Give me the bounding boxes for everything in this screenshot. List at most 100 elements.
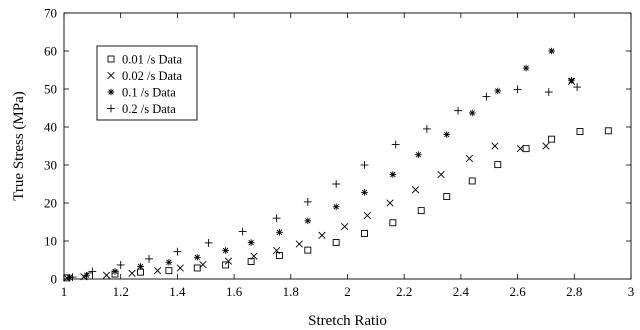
- data-point: [173, 247, 182, 256]
- legend-marker: [107, 71, 115, 80]
- data-point: [68, 273, 77, 281]
- data-point: [102, 271, 111, 279]
- x-tick-label: 2.8: [566, 284, 582, 299]
- x-tick-label: 1.2: [113, 284, 129, 299]
- data-point: [222, 261, 230, 269]
- data-point: [137, 268, 144, 276]
- data-point: [137, 263, 144, 270]
- x-tick-label: 1.8: [283, 284, 299, 299]
- data-point: [303, 197, 312, 206]
- data-point: [341, 222, 349, 231]
- data-point: [494, 87, 502, 95]
- data-point: [273, 246, 281, 255]
- data-point: [516, 145, 525, 153]
- y-tick-label: 20: [44, 196, 57, 211]
- plot-area: [63, 47, 612, 282]
- x-tick-label: 2.4: [453, 284, 470, 299]
- x-tick-label: 1.4: [169, 284, 186, 299]
- data-point: [422, 125, 431, 133]
- data-point: [222, 247, 229, 254]
- data-point: [332, 239, 340, 246]
- x-tick-label: 2.2: [396, 284, 412, 299]
- data-point: [276, 228, 283, 236]
- legend-label: 0.1 /s Data: [122, 85, 176, 99]
- data-point: [295, 240, 303, 248]
- data-point: [332, 203, 340, 211]
- data-point: [386, 199, 394, 207]
- data-point: [542, 142, 550, 150]
- y-tick-label: 70: [44, 6, 57, 21]
- y-tick-label: 0: [51, 272, 58, 287]
- data-point: [250, 252, 258, 260]
- legend-item: 0.2 /s Data: [107, 102, 176, 116]
- data-point: [494, 161, 502, 169]
- data-point: [88, 267, 97, 276]
- series-1: [63, 127, 612, 282]
- series-4: [68, 83, 582, 281]
- y-tick-label: 50: [44, 82, 57, 97]
- x-tick-label: 1.6: [226, 284, 243, 299]
- data-point: [145, 254, 153, 263]
- data-point: [193, 264, 201, 272]
- data-point: [165, 258, 173, 266]
- legend-marker: [107, 104, 115, 113]
- legend-marker: [107, 55, 115, 63]
- data-point: [491, 142, 499, 150]
- legend-marker: [107, 88, 115, 96]
- data-point: [389, 219, 397, 227]
- legend-label: 0.2 /s Data: [122, 102, 176, 116]
- data-point: [389, 171, 397, 178]
- data-point: [415, 151, 422, 159]
- y-tick-label: 60: [44, 44, 57, 59]
- data-point: [544, 88, 553, 96]
- data-point: [199, 260, 207, 269]
- data-point: [548, 47, 555, 55]
- data-point: [522, 145, 530, 153]
- data-point: [468, 177, 476, 185]
- data-point: [238, 227, 247, 236]
- legend-item: 0.02 /s Data: [107, 69, 183, 83]
- legend-item: 0.01 /s Data: [107, 52, 183, 66]
- data-point: [111, 268, 119, 275]
- data-point: [361, 189, 368, 196]
- data-point: [224, 257, 233, 265]
- x-tick-label: 2: [344, 284, 351, 299]
- legend: 0.01 /s Data 0.02 /s Data 0.1 /s Data 0.2 /…: [96, 45, 198, 121]
- y-tick-label: 40: [44, 120, 57, 135]
- data-point: [176, 264, 184, 272]
- x-tick-label: 1: [61, 284, 68, 299]
- data-point: [468, 109, 476, 117]
- data-point: [363, 211, 371, 220]
- series-2: [63, 77, 576, 282]
- data-point: [332, 180, 341, 188]
- legend-item: 0.1 /s Data: [107, 85, 176, 99]
- data-point: [568, 76, 575, 84]
- data-point: [548, 135, 556, 143]
- data-point: [360, 161, 369, 169]
- x-tick-label: 3: [628, 284, 635, 299]
- y-tick-label: 30: [44, 158, 57, 173]
- data-point: [204, 239, 213, 247]
- data-point: [128, 269, 136, 277]
- legend-label: 0.02 /s Data: [122, 69, 183, 83]
- axes: 1 1.2 1.4 1.6 1.8 2 2.2 2.4 2.6 2.8 30102030405060…: [11, 6, 634, 330]
- data-point: [247, 239, 255, 246]
- data-point: [276, 251, 283, 259]
- data-point: [318, 231, 326, 239]
- data-point: [83, 271, 90, 279]
- data-point: [304, 246, 312, 254]
- data-point: [153, 267, 162, 275]
- data-point: [116, 261, 125, 269]
- data-point: [482, 92, 491, 101]
- y-axis-label: True Stress (MPa): [11, 91, 27, 200]
- data-point: [576, 128, 584, 136]
- legend-label: 0.01 /s Data: [122, 52, 183, 66]
- data-point: [437, 170, 445, 179]
- data-point: [417, 207, 425, 215]
- data-point: [411, 186, 420, 194]
- data-point: [361, 229, 368, 237]
- x-tick-label: 2.6: [509, 284, 526, 299]
- data-point: [465, 154, 474, 163]
